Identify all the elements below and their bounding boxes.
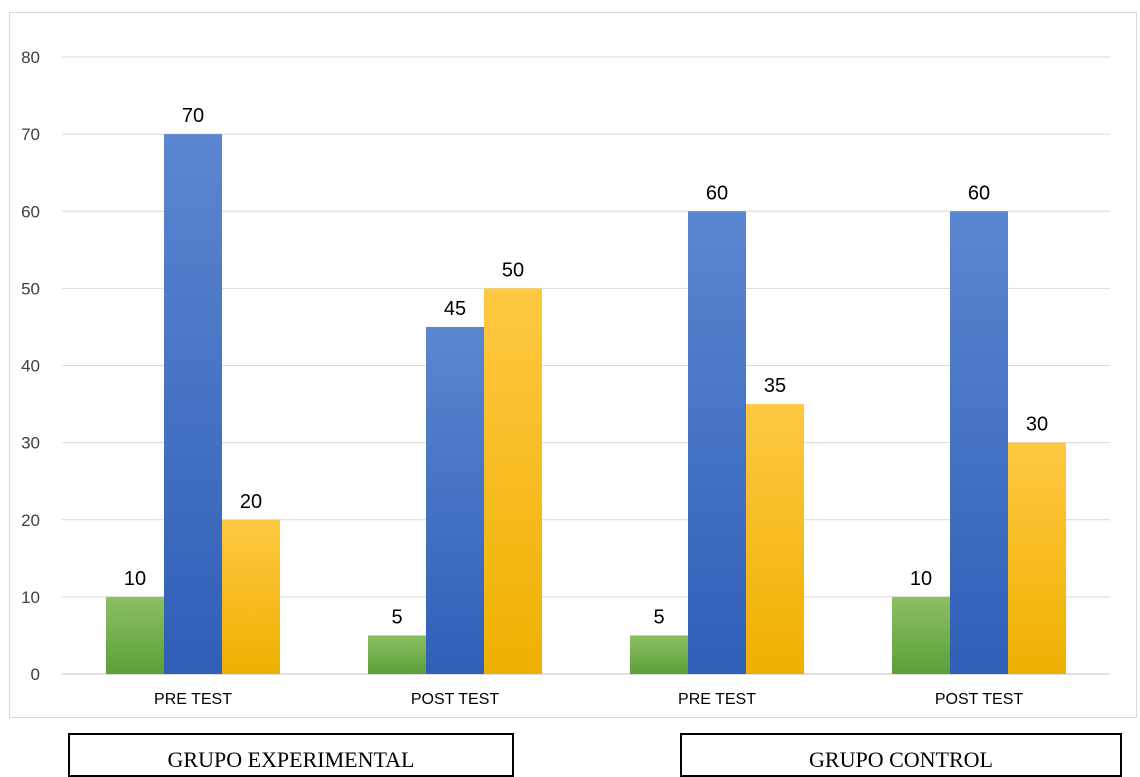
group-label-experimental: GRUPO EXPERIMENTAL <box>68 733 514 777</box>
group-label-text: GRUPO EXPERIMENTAL <box>167 747 415 772</box>
bar <box>688 211 746 674</box>
chart-frame <box>9 12 1137 718</box>
x-tick-label: POST TEST <box>935 691 1024 708</box>
x-axis: PRE TEST POST TEST PRE TEST POST TEST <box>154 691 1023 708</box>
data-label: 60 <box>968 182 990 204</box>
group-label-text: GRUPO CONTROL <box>809 747 993 772</box>
data-labels: 10 70 20 5 45 50 5 60 35 10 60 30 <box>124 105 1048 628</box>
data-label: 60 <box>706 182 728 204</box>
bar <box>630 635 688 674</box>
data-label: 70 <box>182 105 204 127</box>
y-tick-label: 20 <box>21 511 40 530</box>
data-label: 5 <box>391 606 402 628</box>
bar-chart: 0 10 20 30 40 50 60 70 80 10 70 20 5 45 50 5 60 35 10 60 30… <box>21 48 1110 708</box>
bars <box>106 134 1066 674</box>
data-label: 10 <box>124 568 146 590</box>
y-tick-label: 70 <box>21 125 40 144</box>
x-tick-label: PRE TEST <box>678 691 756 708</box>
data-label: 45 <box>444 298 466 320</box>
bar <box>746 404 804 674</box>
y-tick-label: 30 <box>21 434 40 453</box>
bar <box>106 596 164 674</box>
bar <box>164 134 222 674</box>
y-tick-label: 60 <box>21 202 40 221</box>
bar <box>892 596 950 674</box>
y-tick-label: 0 <box>31 665 40 684</box>
group-label-control: GRUPO CONTROL <box>680 733 1122 777</box>
data-label: 35 <box>764 375 786 397</box>
y-tick-label: 80 <box>21 48 40 67</box>
bar <box>222 519 280 674</box>
x-tick-label: PRE TEST <box>154 691 232 708</box>
y-tick-label: 50 <box>21 279 40 298</box>
y-tick-label: 10 <box>21 588 40 607</box>
bar <box>368 635 426 674</box>
bar <box>950 211 1008 674</box>
y-axis: 0 10 20 30 40 50 60 70 80 <box>21 48 40 684</box>
data-label: 30 <box>1026 414 1048 436</box>
x-tick-label: POST TEST <box>411 691 500 708</box>
data-label: 50 <box>502 259 524 281</box>
y-tick-label: 40 <box>21 357 40 376</box>
data-label: 5 <box>653 606 664 628</box>
bar <box>484 288 542 674</box>
data-label: 10 <box>910 568 932 590</box>
bar <box>1008 442 1066 674</box>
bar <box>426 326 484 674</box>
data-label: 20 <box>240 491 262 513</box>
